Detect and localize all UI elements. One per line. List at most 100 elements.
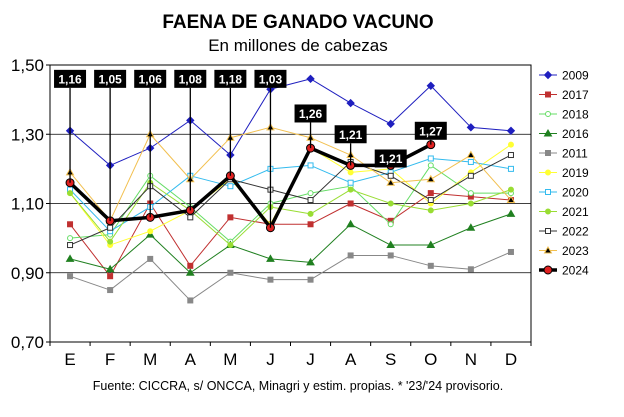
- legend-marker: [545, 111, 551, 117]
- data-point-2021: [67, 190, 74, 197]
- data-point-2011: [347, 252, 354, 259]
- data-point-2016: [346, 219, 355, 228]
- series-line-2009: [69, 78, 512, 166]
- callout-box: [134, 69, 167, 88]
- y-tick-label: 0,70: [11, 333, 44, 352]
- callout-box: [414, 121, 447, 140]
- data-point-2016: [185, 268, 195, 276]
- data-point-2023: [386, 178, 396, 186]
- legend-label: 2022: [562, 225, 589, 239]
- data-point-2017: [347, 200, 354, 207]
- callout-box: [54, 69, 87, 88]
- data-point-2022: [307, 197, 314, 204]
- legend-marker: [545, 169, 551, 176]
- data-point-2020: [347, 179, 354, 186]
- x-tick-label: A: [185, 350, 197, 369]
- data-point-2011: [187, 297, 194, 304]
- data-point-2022: [107, 224, 114, 231]
- legend-label: 2016: [562, 127, 589, 141]
- data-point-2009: [466, 123, 476, 132]
- data-point-2011: [467, 266, 474, 273]
- data-point-2022: [67, 242, 74, 249]
- series-line-2017: [69, 192, 512, 277]
- data-point-2016: [466, 223, 476, 231]
- legend-marker: [545, 189, 551, 195]
- data-point-2011: [267, 276, 274, 283]
- data-point-2017: [307, 221, 314, 228]
- data-point-2021: [227, 242, 234, 249]
- data-point-2009: [346, 98, 355, 108]
- legend-label: 2017: [562, 88, 589, 102]
- data-point-2017: [107, 273, 114, 280]
- data-point-2018: [307, 190, 314, 197]
- callout-label: 1,18: [219, 72, 243, 86]
- data-point-2016: [506, 209, 516, 217]
- series-line-2024: [68, 143, 432, 230]
- callout-label: 1,03: [259, 72, 283, 86]
- legend-label: 2020: [562, 186, 589, 200]
- legend: 2009 2017 2018 2016 2011 2019 2020 2021 2022 2023…: [539, 69, 589, 278]
- x-tick-label: N: [465, 350, 477, 369]
- legend-marker: [543, 246, 553, 254]
- chart-subtitle: En millones de cabezas: [208, 36, 388, 55]
- y-tick-label: 1,10: [11, 195, 44, 214]
- y-tick-label: 0,90: [11, 264, 44, 283]
- data-point-2023: [426, 174, 436, 183]
- callout-box: [174, 69, 207, 88]
- data-point-2017: [187, 262, 194, 269]
- data-point-2009: [306, 74, 315, 84]
- x-tick-label: J: [306, 350, 315, 369]
- data-point-2019: [347, 169, 354, 176]
- callout-label: 1,21: [379, 152, 403, 166]
- legend-label: 2011: [562, 147, 588, 161]
- source-note: Fuente: CICCRA, s/ ONCCA, Minagri y esti…: [93, 379, 503, 393]
- x-tick-label: S: [385, 350, 396, 369]
- x-tick-label: M: [223, 350, 237, 369]
- data-point-2022: [467, 172, 474, 179]
- legend-label: 2023: [562, 244, 589, 258]
- legend-marker: [543, 129, 553, 137]
- data-point-2017: [67, 221, 74, 228]
- data-point-2018: [67, 235, 74, 242]
- data-point-2022: [427, 197, 434, 204]
- legend-marker: [543, 70, 553, 80]
- legend-marker: [545, 208, 551, 215]
- data-point-2021: [387, 200, 394, 207]
- data-point-2017: [427, 190, 434, 197]
- callout-label: 1,21: [339, 128, 363, 142]
- data-point-2016: [426, 240, 436, 249]
- data-point-2016: [266, 254, 275, 262]
- series-line-2023: [69, 126, 512, 222]
- callout-label: 1,27: [419, 124, 443, 138]
- data-point-2020: [467, 158, 474, 165]
- legend-label: 2024: [562, 264, 589, 278]
- x-tick-label: E: [64, 350, 75, 369]
- data-point-2022: [507, 152, 514, 159]
- series-line-2020: [69, 157, 512, 232]
- callout-label: 1,16: [58, 72, 82, 86]
- data-point-2021: [347, 186, 354, 193]
- data-point-2020: [427, 155, 434, 162]
- x-tick-label: M: [143, 350, 157, 369]
- legend-marker: [545, 91, 551, 98]
- data-point-2022: [187, 214, 194, 221]
- chart-title: FAENA DE GANADO VACUNO: [162, 12, 433, 33]
- callout-box: [294, 104, 327, 123]
- data-point-2019: [147, 228, 154, 235]
- data-point-2021: [427, 207, 434, 214]
- series-line-2022: [69, 154, 512, 246]
- data-point-2020: [507, 165, 514, 172]
- callout-label: 1,05: [98, 72, 122, 86]
- legend-marker: [545, 150, 551, 156]
- plot-area: 0,70 0,90 1,10 1,30 1,50 E F M A M J J A S O N D 1,16 1,05…: [11, 56, 532, 369]
- legend-label: 2019: [562, 166, 589, 180]
- x-tick-label: A: [345, 350, 357, 369]
- data-point-2022: [387, 172, 394, 179]
- data-point-2016: [386, 240, 396, 249]
- data-point-2021: [307, 210, 314, 217]
- data-point-2023: [506, 195, 516, 204]
- data-point-2011: [307, 276, 314, 283]
- data-point-2017: [227, 214, 234, 221]
- x-tick-label: F: [105, 350, 115, 369]
